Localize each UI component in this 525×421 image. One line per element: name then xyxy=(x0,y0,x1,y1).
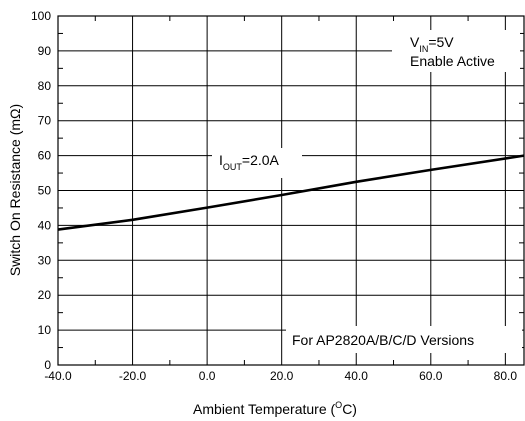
enable-label: Enable Active xyxy=(410,53,495,69)
conditions-backdrop xyxy=(392,30,520,72)
series-line xyxy=(57,154,525,231)
y-tick-label: 50 xyxy=(38,184,52,198)
x-tick-label: 0.0 xyxy=(199,369,216,383)
y-tick-label: 10 xyxy=(38,323,52,337)
series-label-backdrop xyxy=(212,148,302,178)
x-tick-label: 80.0 xyxy=(494,369,518,383)
y-tick-label: 0 xyxy=(44,358,51,372)
y-tick-label: 70 xyxy=(38,114,52,128)
x-tick-label: 20.0 xyxy=(270,369,294,383)
y-tick-label: 100 xyxy=(31,9,51,23)
y-tick-label: 30 xyxy=(38,253,52,267)
grid-layer xyxy=(58,16,524,365)
y-axis-title: Switch On Resistance (mΩ) xyxy=(7,104,23,276)
x-tick-label: -40.0 xyxy=(44,369,72,383)
y-tick-label: 40 xyxy=(38,218,52,232)
series-layer xyxy=(57,154,525,231)
y-tick-label: 80 xyxy=(38,79,52,93)
y-tick-label: 90 xyxy=(38,44,52,58)
x-tick-label: 60.0 xyxy=(419,369,443,383)
versions-label: For AP2820A/B/C/D Versions xyxy=(292,332,474,348)
x-axis-title: Ambient Temperature (OC) xyxy=(193,400,357,417)
x-tick-label: -20.0 xyxy=(119,369,147,383)
plot-frame xyxy=(57,15,525,366)
y-tick-label: 20 xyxy=(38,288,52,302)
x-tick-label: 40.0 xyxy=(345,369,369,383)
versions-backdrop xyxy=(286,326,522,353)
vin-label: VIN=5V xyxy=(410,34,454,54)
label-layer: -40.0 -20.0 0.0 20.0 40.0 60.0 80.0 0 10 20 30 40 50… xyxy=(31,9,517,383)
series-label: IOUT=2.0A xyxy=(219,152,280,172)
y-tick-label: 60 xyxy=(38,149,52,163)
